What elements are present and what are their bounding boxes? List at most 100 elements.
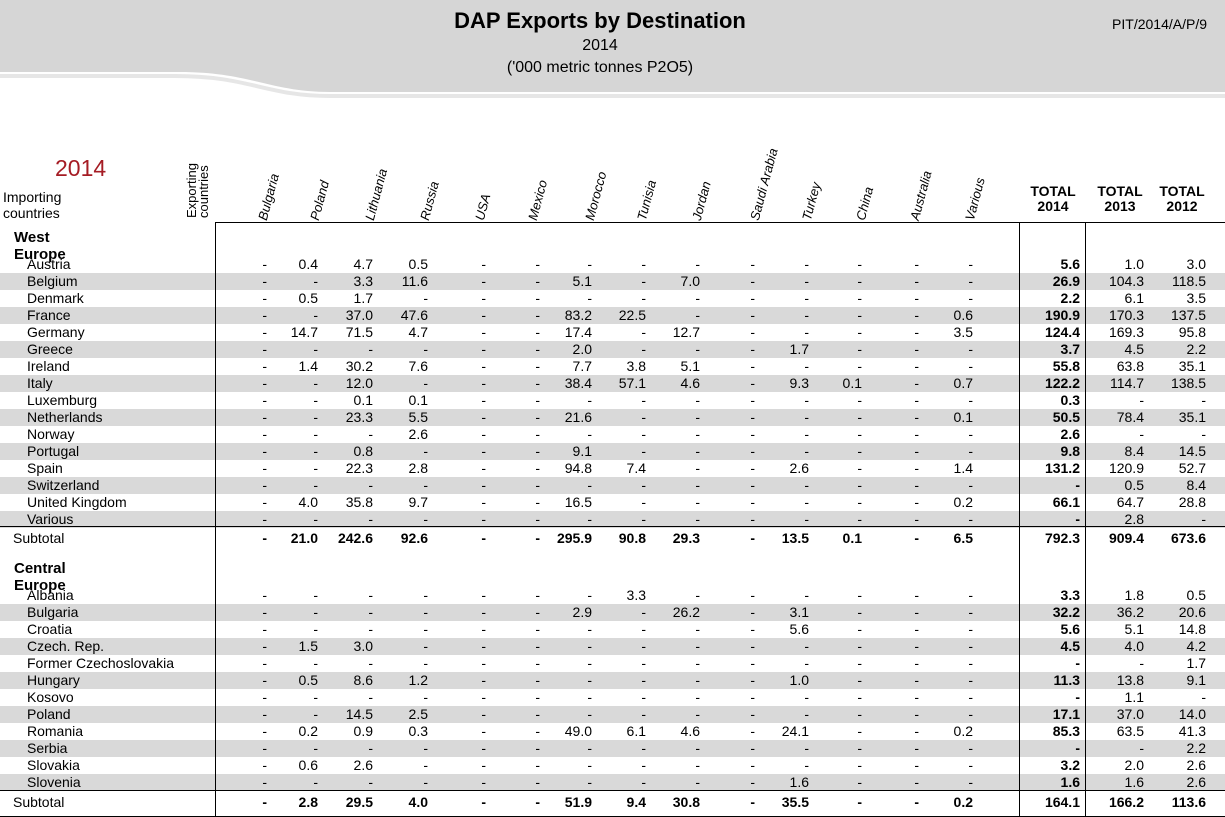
value-cell: - bbox=[481, 426, 486, 442]
country-name: Romania bbox=[27, 723, 84, 739]
value-cell: - bbox=[587, 638, 592, 654]
value-cell: 2.6 bbox=[353, 757, 373, 773]
value-cell: - bbox=[857, 794, 862, 810]
value-cell: - bbox=[481, 604, 486, 620]
value-cell: - bbox=[968, 689, 973, 705]
exporter-header: Australia bbox=[907, 169, 935, 222]
value-cell: - bbox=[804, 706, 809, 722]
value-cell: 0.4 bbox=[298, 256, 318, 272]
value-cell: - bbox=[914, 638, 919, 654]
value-cell: - bbox=[262, 655, 267, 671]
country-name: Norway bbox=[27, 426, 75, 442]
value-cell: 2.0 bbox=[572, 341, 592, 357]
value-cell: 0.1 bbox=[953, 409, 973, 425]
value-cell: - bbox=[750, 341, 755, 357]
value-cell: - bbox=[535, 706, 540, 722]
table-row: Slovakia - 0.6 2.6 - - - - - - - - - - - 3.2 2.0 2.6 bbox=[0, 757, 1225, 774]
value-cell: - bbox=[481, 530, 486, 546]
value-cell: 26.2 bbox=[672, 604, 700, 620]
row-shading bbox=[1020, 273, 1085, 290]
exporter-header: Mexico bbox=[525, 178, 551, 222]
country-name: Poland bbox=[27, 706, 71, 722]
table-row: Switzerland - - - - - - - - - - - - - - - 0.5 8.4 bbox=[0, 477, 1225, 494]
total-cell: - bbox=[1139, 426, 1144, 442]
value-cell: - bbox=[857, 443, 862, 459]
value-cell: - bbox=[641, 638, 646, 654]
row-shading bbox=[1086, 477, 1225, 494]
value-cell: - bbox=[423, 290, 428, 306]
table-row: Ireland - 1.4 30.2 7.6 - - 7.7 3.8 5.1 - - - - - 55.8 63… bbox=[0, 358, 1225, 375]
total-cell: 55.8 bbox=[1052, 358, 1080, 374]
value-cell: - bbox=[535, 341, 540, 357]
value-cell: - bbox=[804, 324, 809, 340]
value-cell: - bbox=[695, 443, 700, 459]
value-cell: - bbox=[535, 426, 540, 442]
value-cell: 0.5 bbox=[408, 256, 428, 272]
value-cell: 2.5 bbox=[408, 706, 428, 722]
value-cell: - bbox=[857, 638, 862, 654]
value-cell: - bbox=[750, 409, 755, 425]
value-cell: 9.4 bbox=[626, 794, 646, 810]
country-name: Czech. Rep. bbox=[27, 638, 105, 654]
total-cell: 4.5 bbox=[1124, 341, 1144, 357]
table-row: Italy - - 12.0 - - - 38.4 57.1 4.6 - 9.3 0.1 - 0.7 122.… bbox=[0, 375, 1225, 392]
total-cell: 28.8 bbox=[1178, 494, 1206, 510]
total-cell: 114.7 bbox=[1110, 375, 1144, 391]
exporter-header: Turkey bbox=[799, 180, 824, 222]
row-shading bbox=[0, 409, 1019, 426]
table-row: Serbia - - - - - - - - - - - - - - - - 2.2 bbox=[0, 740, 1225, 757]
value-cell: - bbox=[587, 689, 592, 705]
value-cell: - bbox=[750, 375, 755, 391]
value-cell: - bbox=[750, 290, 755, 306]
value-cell: - bbox=[535, 587, 540, 603]
total-header: TOTAL 2013 bbox=[1097, 183, 1143, 214]
value-cell: - bbox=[535, 290, 540, 306]
value-cell: - bbox=[857, 774, 862, 790]
total-cell: 66.1 bbox=[1052, 494, 1080, 510]
value-cell: - bbox=[481, 273, 486, 289]
total-cell: 17.1 bbox=[1052, 706, 1080, 722]
value-cell: 3.1 bbox=[789, 604, 809, 620]
total-cell: 166.2 bbox=[1108, 794, 1144, 810]
document-code: PIT/2014/A/P/9 bbox=[1112, 16, 1207, 32]
value-cell: - bbox=[313, 604, 318, 620]
total-cell: 52.7 bbox=[1178, 460, 1206, 476]
value-cell: - bbox=[587, 256, 592, 272]
value-cell: - bbox=[641, 494, 646, 510]
value-cell: - bbox=[914, 794, 919, 810]
value-cell: - bbox=[804, 392, 809, 408]
value-cell: - bbox=[262, 604, 267, 620]
value-cell: 7.4 bbox=[626, 460, 646, 476]
total-cell: 5.6 bbox=[1060, 621, 1080, 637]
total-cell: 8.4 bbox=[1124, 443, 1144, 459]
row-shading bbox=[1020, 477, 1085, 494]
total-cell: 14.0 bbox=[1178, 706, 1206, 722]
value-cell: - bbox=[750, 256, 755, 272]
total-cell: 63.5 bbox=[1116, 723, 1144, 739]
row-shading bbox=[0, 706, 1019, 723]
total-cell: 3.7 bbox=[1060, 341, 1080, 357]
country-name: Slovakia bbox=[27, 757, 80, 773]
value-cell: - bbox=[914, 477, 919, 493]
value-cell: - bbox=[481, 794, 486, 810]
row-shading bbox=[0, 375, 1019, 392]
value-cell: - bbox=[535, 740, 540, 756]
value-cell: - bbox=[968, 757, 973, 773]
value-cell: - bbox=[481, 460, 486, 476]
exporting-countries-label: Exporting countries bbox=[184, 163, 211, 218]
value-cell: - bbox=[313, 774, 318, 790]
value-cell: - bbox=[914, 530, 919, 546]
country-name: Netherlands bbox=[27, 409, 103, 425]
vertical-rule bbox=[1019, 222, 1020, 817]
value-cell: 35.8 bbox=[345, 494, 373, 510]
value-cell: 4.0 bbox=[298, 494, 318, 510]
total-cell: 792.3 bbox=[1044, 530, 1080, 546]
exporter-header: Russia bbox=[417, 179, 442, 222]
exporter-header: Morocco bbox=[582, 169, 610, 222]
importing-countries-label: Importing countries bbox=[3, 189, 62, 221]
value-cell: - bbox=[804, 757, 809, 773]
value-cell: - bbox=[313, 375, 318, 391]
value-cell: - bbox=[262, 460, 267, 476]
value-cell: - bbox=[262, 426, 267, 442]
value-cell: - bbox=[368, 587, 373, 603]
